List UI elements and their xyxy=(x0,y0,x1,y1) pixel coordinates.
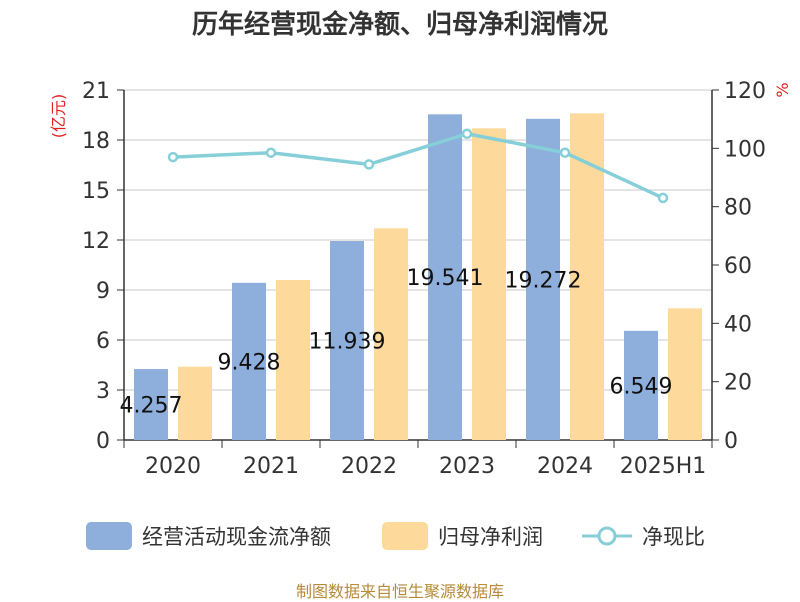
point-ratio xyxy=(461,128,473,139)
x-tick-label: 2024 xyxy=(537,454,593,479)
point-ratio xyxy=(657,192,669,204)
y-left-tick-label: 21 xyxy=(82,79,110,104)
y-right-tick-label: 120 xyxy=(724,79,766,104)
y-left-tick-label: 9 xyxy=(96,279,110,304)
line-ratio xyxy=(172,132,664,200)
y-right-tick-label: 100 xyxy=(724,137,766,162)
bar-netprofit xyxy=(374,228,408,440)
data-label-cashflow: 6.549 xyxy=(610,374,673,399)
x-tick-label: 2025H1 xyxy=(620,454,707,479)
y-right-tick-label: 40 xyxy=(724,312,752,337)
data-source-note: 制图数据来自恒生聚源数据库 xyxy=(295,582,504,601)
x-tick-label: 2022 xyxy=(341,454,397,479)
chart-title: 历年经营现金净额、归母净利润情况 xyxy=(191,10,608,40)
legend-label-netprofit: 归母净利润 xyxy=(438,525,543,549)
bar-cashflow xyxy=(134,369,168,440)
x-tick-label: 2023 xyxy=(439,454,495,479)
bar-netprofit xyxy=(178,366,212,440)
legend-item-cashflow[interactable]: 经营活动现金流净额 xyxy=(86,514,331,558)
bar-netprofit xyxy=(276,280,310,440)
bar-cashflow xyxy=(624,330,658,440)
y-right-tick-label: 0 xyxy=(724,429,738,454)
bar-cashflow xyxy=(428,114,462,441)
bar-cashflow xyxy=(232,282,266,440)
y-left-axis-label: (亿元) xyxy=(49,94,68,139)
y-left-tick-label: 15 xyxy=(82,179,110,204)
data-label-cashflow: 19.272 xyxy=(505,268,582,293)
point-ratio xyxy=(363,159,375,170)
legend-item-ratio[interactable]: 净现比 xyxy=(582,514,705,558)
legend-label-ratio: 净现比 xyxy=(642,525,705,549)
y-left-tick-label: 6 xyxy=(96,329,110,354)
legend-swatch-cashflow xyxy=(86,522,132,550)
y-left-tick-label: 18 xyxy=(82,129,110,154)
point-ratio xyxy=(559,147,571,158)
point-ratio xyxy=(265,147,277,158)
data-label-cashflow: 11.939 xyxy=(309,330,386,355)
bar-cashflow xyxy=(330,241,364,440)
legend: 经营活动现金流净额 归母净利润 净现比 xyxy=(0,514,800,558)
legend-item-netprofit[interactable]: 归母净利润 xyxy=(382,514,543,558)
y-right-tick-label: 60 xyxy=(724,254,752,279)
bar-cashflow xyxy=(526,118,560,441)
y-left-tick-label: 12 xyxy=(82,229,110,254)
legend-line-marker-icon xyxy=(582,526,632,546)
bar-netprofit xyxy=(668,308,702,440)
legend-label-cashflow: 经营活动现金流净额 xyxy=(142,525,331,549)
data-label-cashflow: 4.257 xyxy=(120,394,183,419)
data-label-cashflow: 19.541 xyxy=(407,266,484,291)
y-right-tick-label: 80 xyxy=(724,196,752,221)
y-left-tick-label: 3 xyxy=(96,379,110,404)
data-label-cashflow: 9.428 xyxy=(218,350,281,375)
x-tick-label: 2021 xyxy=(243,454,299,479)
x-tick-label: 2020 xyxy=(145,454,201,479)
point-ratio xyxy=(167,151,179,163)
y-left-tick-label: 0 xyxy=(96,429,110,454)
y-right-tick-label: 20 xyxy=(724,371,752,396)
y-right-axis-label: % xyxy=(773,82,792,97)
legend-swatch-netprofit xyxy=(382,522,428,550)
bar-netprofit xyxy=(472,128,506,441)
